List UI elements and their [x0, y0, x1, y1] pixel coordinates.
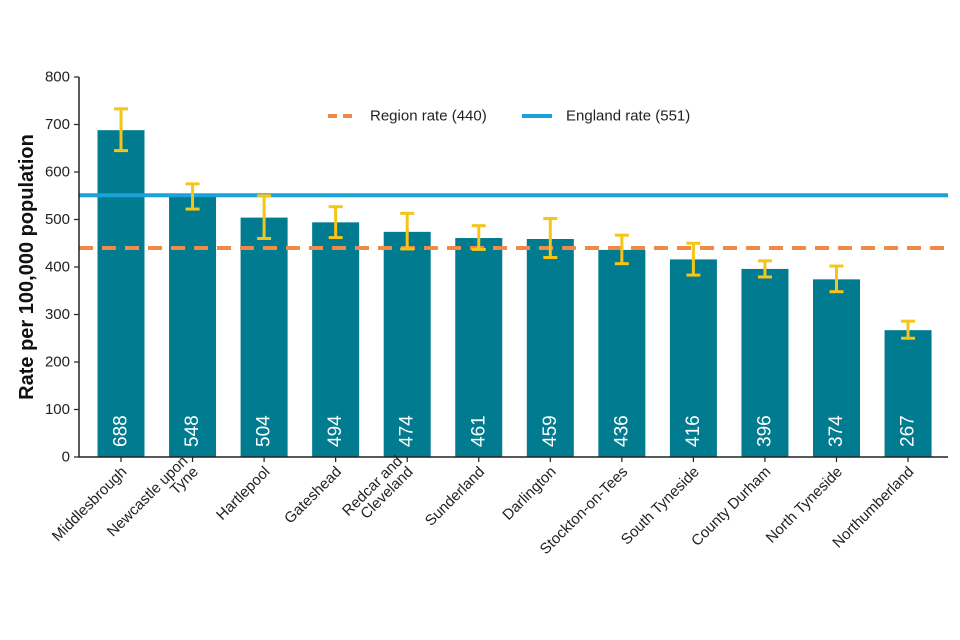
bar [455, 238, 503, 457]
bar-value-label: 474 [397, 415, 418, 447]
bar-value-label: 459 [540, 415, 561, 447]
bar [169, 196, 217, 457]
bar-value-label: 548 [182, 415, 203, 447]
error-bars-group [114, 107, 916, 340]
bar [669, 259, 717, 457]
bar [741, 268, 789, 457]
bar [884, 330, 932, 457]
y-tick-label: 300 [45, 306, 70, 323]
y-axis-title: Rate per 100,000 population [16, 134, 38, 400]
bar [526, 238, 574, 457]
bar-value-label: 688 [111, 415, 132, 447]
bar-value-label: 494 [325, 415, 346, 447]
y-tick-label: 0 [62, 449, 70, 466]
bar [813, 279, 860, 457]
legend-region-label: Region rate (440) [370, 108, 487, 125]
bar-value-label: 396 [754, 415, 775, 447]
bar [312, 222, 360, 457]
bar [240, 217, 288, 457]
bar [97, 130, 145, 457]
y-tick-label: 200 [45, 354, 70, 371]
bar-value-label: 374 [826, 415, 847, 447]
y-tick-label: 500 [45, 211, 70, 228]
data-labels-group: 688 548 504 494 474 461 459 436 416 396 374 267 [111, 415, 919, 447]
y-axis-ticks: 0 100 200 300 400 500 600 700 800 [45, 69, 79, 466]
bar-value-label: 416 [683, 415, 704, 447]
bars-group [97, 130, 932, 457]
y-tick-label: 100 [45, 401, 70, 418]
legend-england-label: England rate (551) [566, 108, 690, 125]
y-tick-label: 600 [45, 164, 70, 181]
legend: Region rate (440) England rate (551) [328, 108, 690, 125]
y-tick-label: 800 [45, 69, 70, 86]
bar [598, 249, 646, 457]
bar-value-label: 436 [611, 415, 632, 447]
reference-lines [79, 193, 948, 250]
y-tick-label: 400 [45, 259, 70, 276]
bar-value-label: 267 [898, 415, 919, 447]
bar [383, 231, 431, 457]
bar-value-label: 461 [468, 415, 489, 447]
bar-value-label: 504 [254, 415, 275, 447]
axes [78, 77, 948, 462]
y-tick-label: 700 [45, 116, 70, 133]
